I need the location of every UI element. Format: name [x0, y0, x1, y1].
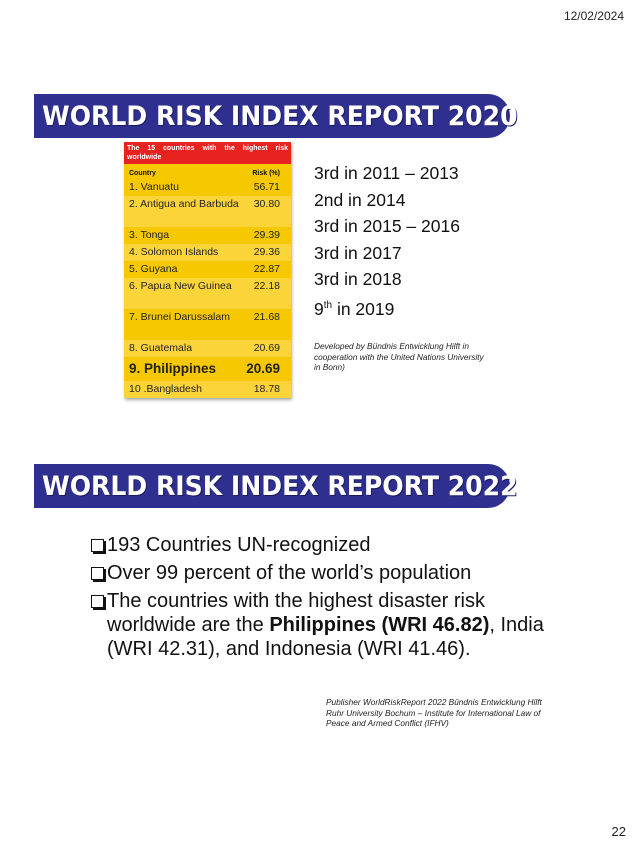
country-cell: 10 .Bangladesh [129, 383, 202, 395]
ranking-item: 9th in 2019 [314, 293, 460, 320]
risk-cell: 20.69 [253, 342, 280, 354]
section-banner-2020: WORLD RISK INDEX REPORT 2020 [34, 94, 518, 138]
country-cell: 6. Papua New Guinea [129, 280, 232, 292]
ranking-list: 3rd in 2011 – 2013 2nd in 2014 3rd in 20… [314, 160, 460, 319]
table-row: 7. Brunei Darussalam 21.68 [124, 309, 291, 340]
country-cell: 5. Guyana [129, 263, 178, 275]
risk-cell: 22.18 [253, 280, 280, 292]
country-cell: 4. Solomon Islands [129, 246, 219, 258]
ranking-suffix: in 2019 [332, 298, 395, 319]
column-header-country: Country [129, 170, 156, 177]
ranking-item: 3rd in 2011 – 2013 [314, 163, 459, 183]
risk-cell: 21.68 [253, 311, 280, 323]
section-banner-2022: WORLD RISK INDEX REPORT 2022 [34, 464, 518, 508]
risk-cell: 56.71 [253, 181, 280, 193]
table-row: 10 .Bangladesh 18.78 [124, 381, 291, 398]
table-row: 4. Solomon Islands 29.36 [124, 244, 291, 261]
ranking-superscript: th [323, 299, 333, 311]
risk-cell: 30.80 [253, 198, 280, 210]
checkbox-bullet-icon [90, 561, 107, 585]
risk-cell: 20.69 [246, 361, 280, 376]
table-row: 5. Guyana 22.87 [124, 261, 291, 278]
slide-date: 12/02/2024 [563, 9, 624, 23]
bullet-text-after: , India (WRI 42.31), and Indonesia (WRI … [107, 614, 544, 660]
bullet-text: 193 Countries UN-recognized [107, 534, 371, 556]
risk-cell: 22.87 [253, 263, 280, 275]
risk-table-caption: The 15 countries with the highest risk w… [124, 142, 291, 164]
risk-cell: 29.39 [253, 229, 280, 241]
risk-table-body: 1. Vanuatu 56.71 2. Antigua and Barbuda 30… [124, 179, 291, 398]
country-cell: 3. Tonga [129, 229, 170, 241]
country-cell: 1. Vanuatu [129, 181, 180, 193]
section-title-2020: WORLD RISK INDEX REPORT 2020 [42, 100, 518, 132]
risk-cell: 18.78 [253, 383, 280, 395]
publisher-note: Publisher WorldRiskReport 2022 Bündnis E… [326, 697, 542, 728]
table-row: 2. Antigua and Barbuda 30.80 [124, 196, 291, 227]
country-cell: 2. Antigua and Barbuda [129, 198, 239, 210]
table-row: 8. Guatemala 20.69 [124, 340, 291, 357]
table-row: 1. Vanuatu 56.71 [124, 179, 291, 196]
column-header-risk: Risk (%) [252, 170, 280, 177]
ranking-item: 3rd in 2017 [314, 242, 402, 263]
ranking-item: 3rd in 2015 – 2016 [314, 216, 460, 236]
ranking-prefix: 9 [314, 298, 324, 319]
country-cell: 7. Brunei Darussalam [129, 311, 230, 323]
table-row: 3. Tonga 29.39 [124, 227, 291, 244]
checkbox-bullet-icon [90, 589, 107, 661]
ranking-item: 3rd in 2018 [314, 269, 402, 289]
section-title-2022: WORLD RISK INDEX REPORT 2022 [42, 470, 518, 502]
checkbox-bullet-icon [90, 533, 107, 557]
bullet-text-before: The countries with the highest disaster … [107, 590, 485, 636]
bullet-item: 193 Countries UN-recognized [90, 533, 550, 557]
bullet-text: The countries with the highest disaster … [107, 589, 550, 661]
bullet-text: Over 99 percent of the world’s populatio… [107, 562, 472, 584]
table-row-highlighted: 9. Philippines 20.69 [124, 357, 291, 381]
ranking-item: 2nd in 2014 [314, 189, 406, 210]
table-row: 6. Papua New Guinea 22.18 [124, 278, 291, 309]
source-note: Developed by Bündnis Entwicklung Hilft i… [314, 341, 484, 372]
risk-cell: 29.36 [253, 246, 280, 258]
country-cell: 9. Philippines [129, 361, 217, 376]
page-number: 22 [611, 824, 626, 839]
country-cell: 8. Guatemala [129, 342, 193, 354]
bullet-item: Over 99 percent of the world’s populatio… [90, 561, 550, 585]
bullet-item: The countries with the highest disaster … [90, 589, 550, 661]
risk-table: The 15 countries with the highest risk w… [124, 142, 291, 398]
bullet-list: 193 Countries UN-recognized Over 99 perc… [90, 533, 550, 665]
risk-table-header: Country Risk (%) [124, 164, 291, 179]
bullet-text-bold: Philippines (WRI 46.82) [269, 614, 490, 636]
